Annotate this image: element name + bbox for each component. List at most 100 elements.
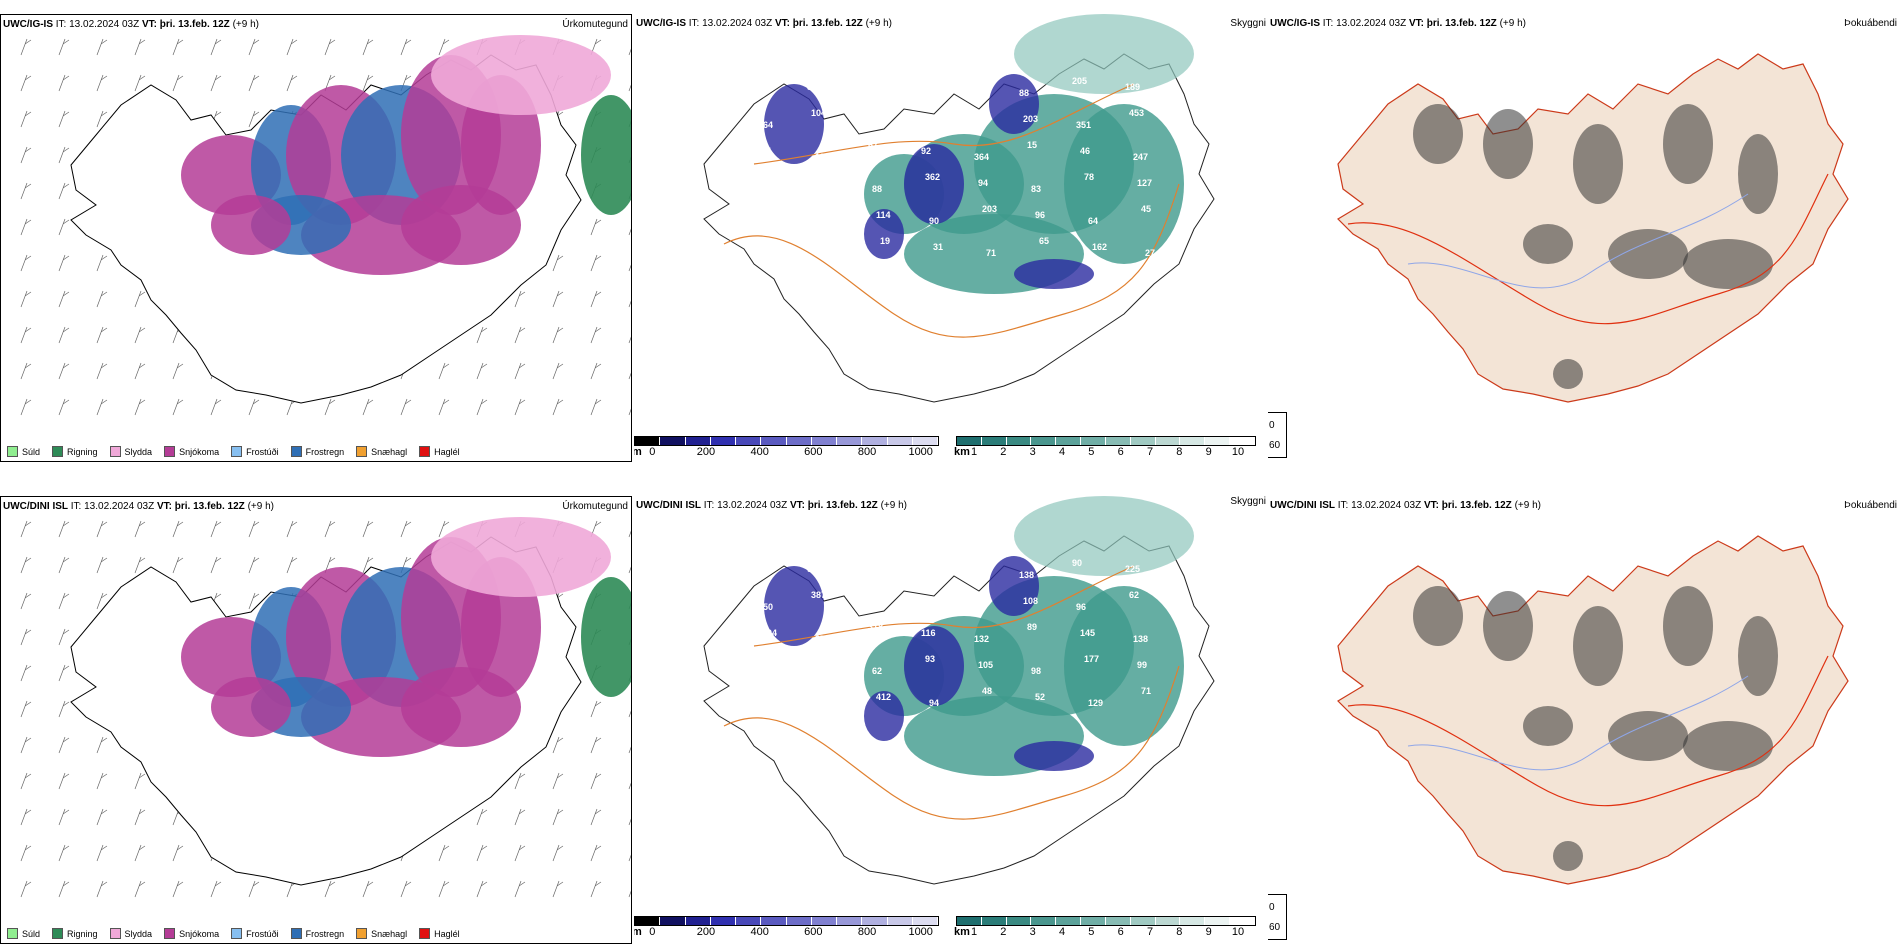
legend-item: Snjókoma (164, 928, 219, 939)
panel-header: UWC/IG-IS IT: 13.02.2024 03Z VT: þri. 13… (1270, 18, 1526, 29)
legend-item: Súld (7, 928, 40, 939)
legend-label: Snjókoma (179, 446, 220, 457)
visibility-value-label: 67 (868, 140, 878, 150)
panel-title: Þokuábendi (1844, 500, 1897, 511)
scale-tick-label: 800 (857, 926, 877, 938)
panel-header: UWC/IG-IS IT: 13.02.2024 03Z VT: þri. 13… (636, 18, 892, 29)
scale-ticks: 0 200 400 600 800 1000 (634, 926, 939, 940)
scale-cell (912, 437, 938, 445)
visibility-value-label: 31 (933, 242, 943, 252)
scale-tick-label: 8 (1176, 446, 1183, 458)
visibility-value-label: 52 (1035, 692, 1045, 702)
legend-item: Haglél (419, 928, 460, 939)
visibility-value-label: 412 (876, 692, 891, 702)
scale-cells (956, 436, 1256, 446)
scale-cell (811, 917, 837, 925)
visibility-value-label: 90 (1072, 558, 1082, 568)
visibility-value-label: 13 (774, 724, 784, 734)
legend-item: Rigning (52, 928, 98, 939)
scale-cell (1205, 437, 1231, 445)
scale-cell (786, 437, 812, 445)
visibility-value-label: 104 (966, 564, 981, 574)
visibility-value-label: 91 (762, 146, 772, 156)
visibility-value-label: 92 (921, 146, 931, 156)
scale-tick-label: 600 (804, 446, 823, 458)
scale-cell (837, 917, 863, 925)
scale-cell (957, 917, 982, 925)
visibility-value-label: 147 (819, 178, 834, 188)
scale-tick-label: 2 (1000, 926, 1007, 938)
legend-item: Frostúði (231, 928, 279, 939)
visibility-value-label: 48 (982, 686, 992, 696)
scale-cell (685, 917, 711, 925)
visibility-value-label: 164 (758, 120, 773, 130)
visibility-scale-m: 0 200 400 600 800 1000 m (634, 436, 939, 460)
scale-cell (1130, 917, 1156, 925)
scale-tick-label: 4 (1058, 926, 1066, 938)
legend-item: Frostregn (290, 446, 344, 457)
scale-cell (981, 917, 1007, 925)
legend-label: Rigning (67, 928, 98, 939)
visibility-value-label: 96 (1035, 210, 1045, 220)
visibility-value-label: 393 (917, 602, 932, 612)
scale-cell (1081, 917, 1106, 925)
scale-tick-label: 1 (970, 926, 978, 938)
visibility-value-label: 138 (1133, 634, 1148, 644)
scale-tick-label: 3 (1029, 926, 1036, 938)
visibility-value-label: 65 (1039, 236, 1049, 246)
visibility-value-label: 122 (754, 76, 769, 86)
panel-header: UWC/IG-IS IT: 13.02.2024 03Z VT: þri. 13… (3, 19, 259, 30)
visibility-value-label: 67 (819, 660, 829, 670)
fog-legend-row: 60 (1268, 919, 1280, 935)
scale-cell (1081, 437, 1106, 445)
scale-tick-label: 3 (1029, 446, 1036, 458)
scale-tick-label: 10 (1231, 926, 1245, 938)
legend-label: Frostregn (305, 928, 345, 939)
scale-ticks: 0 200 400 600 800 1000 (634, 446, 939, 460)
visibility-value-label: 78 (1084, 172, 1094, 182)
legend-label: Rigning (67, 446, 98, 457)
scale-tick-label: 400 (750, 926, 769, 938)
visibility-value-label: 203 (1023, 114, 1038, 124)
scale-cell (710, 437, 736, 445)
fog-panel-row1: UWC/IG-IS IT: 13.02.2024 03Z VT: þri. 13… (1268, 14, 1900, 462)
visibility-value-label: 282 (860, 570, 875, 580)
visibility-value-label: 149 (913, 558, 928, 568)
scale-tick-label: 9 (1205, 926, 1212, 938)
visibility-value-label: 104 (811, 108, 826, 118)
legend-swatch (7, 928, 18, 939)
scale-cells (634, 916, 939, 926)
scale-cell (862, 437, 888, 445)
scale-tick-label: 400 (750, 446, 769, 458)
visibility-value-label: 45 (1141, 204, 1151, 214)
visibility-map: 122 84 141 85 123 88 205 189 164 104 332 353 161 203 3… (703, 14, 1215, 403)
panel-header: UWC/DINI ISL IT: 13.02.2024 03Z VT: þri.… (1270, 500, 1541, 511)
visibility-value-label: 205 (1072, 76, 1087, 86)
scale-cell (1006, 917, 1032, 925)
visibility-value-label: 250 (758, 602, 773, 612)
legend-item: Haglél (419, 446, 460, 457)
fog-legend-label: 0 (1269, 901, 1275, 913)
visibility-panel-row1: UWC/IG-IS IT: 13.02.2024 03Z VT: þri. 13… (634, 14, 1266, 462)
scale-tick-label: 1000 (908, 926, 933, 938)
precip-panel-row1: UWC/IG-IS IT: 13.02.2024 03Z VT: þri. 13… (0, 14, 632, 462)
visibility-scale-km: 1 2 3 4 5 6 7 8 9 10 km (954, 916, 1256, 940)
fog-legend-label: 0 (1269, 419, 1275, 431)
scale-cell (1180, 917, 1206, 925)
visibility-value-label: 138 (1019, 570, 1034, 580)
scale-cell (837, 437, 863, 445)
fog-legend-label: 60 (1269, 921, 1281, 933)
visibility-value-label: 89 (1027, 622, 1037, 632)
visibility-value-label: 127 (1137, 178, 1152, 188)
visibility-map: 137 96 282 149 104 138 90 225 250 387 387 393 155 108… (703, 496, 1215, 885)
legend-swatch (109, 446, 121, 457)
fog-map (1337, 53, 1849, 403)
scale-tick-label: 1000 (908, 446, 933, 458)
scale-tick-label: 7 (1146, 446, 1154, 458)
scale-cell (981, 437, 1007, 445)
fog-legend-row: 0 (1268, 417, 1280, 433)
visibility-value-label: 177 (1084, 654, 1099, 664)
scale-cell (1155, 917, 1181, 925)
legend-swatch (356, 446, 368, 457)
panel-title: Skyggni (1230, 18, 1266, 29)
